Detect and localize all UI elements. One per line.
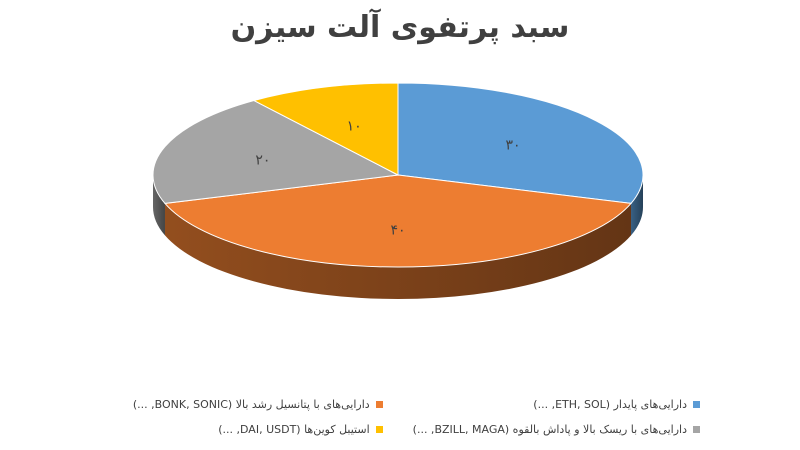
legend-swatch bbox=[693, 401, 700, 408]
legend-label: دارایی‌های با پتانسیل رشد بالا (BONK, SO… bbox=[132, 398, 370, 411]
legend-item-stable-assets: دارایی‌های پایدار (ETH, SOL, ...) bbox=[413, 398, 700, 411]
legend-label: دارایی‌های با ریسک بالا و پاداش بالقوه (… bbox=[412, 423, 687, 436]
legend-item-growth-assets: دارایی‌های با پتانسیل رشد بالا (BONK, SO… bbox=[100, 398, 383, 411]
slice-growth-assets bbox=[163, 174, 633, 268]
legend-swatch bbox=[375, 401, 383, 408]
slice-growth-assets-side bbox=[164, 203, 632, 299]
slice-stable-assets bbox=[397, 82, 644, 204]
pie-data-labels: ۳۰ ۴۰ ۲۰ ۱۰ bbox=[255, 118, 520, 238]
slice-growth-assets-value-label: ۴۰ bbox=[390, 222, 405, 238]
chart-legend: دارایی‌های پایدار (ETH, SOL, ...) دارایی… bbox=[100, 398, 700, 436]
legend-item-high-risk-assets: دارایی‌های با ریسک بالا و پاداش بالقوه (… bbox=[413, 423, 700, 436]
slice-stable-assets-value-label: ۳۰ bbox=[505, 138, 520, 154]
slice-stablecoins-value-label: ۱۰ bbox=[347, 118, 362, 134]
legend-item-stablecoins: استیبل کوین‌ها (DAI, USDT, ...) bbox=[100, 423, 383, 436]
legend-swatch bbox=[693, 426, 700, 433]
chart-title: سبد پرتفوی آلت سیزن bbox=[230, 10, 570, 45]
slice-high-risk-assets-value-label: ۲۰ bbox=[255, 153, 270, 169]
legend-label: دارایی‌های پایدار (ETH, SOL, ...) bbox=[533, 398, 687, 411]
pie-slices bbox=[152, 82, 644, 268]
slice-stablecoins bbox=[252, 82, 399, 176]
legend-swatch bbox=[375, 426, 383, 433]
slice-high-risk-assets bbox=[152, 100, 400, 204]
legend-label: استیبل کوین‌ها (DAI, USDT, ...) bbox=[218, 423, 370, 436]
